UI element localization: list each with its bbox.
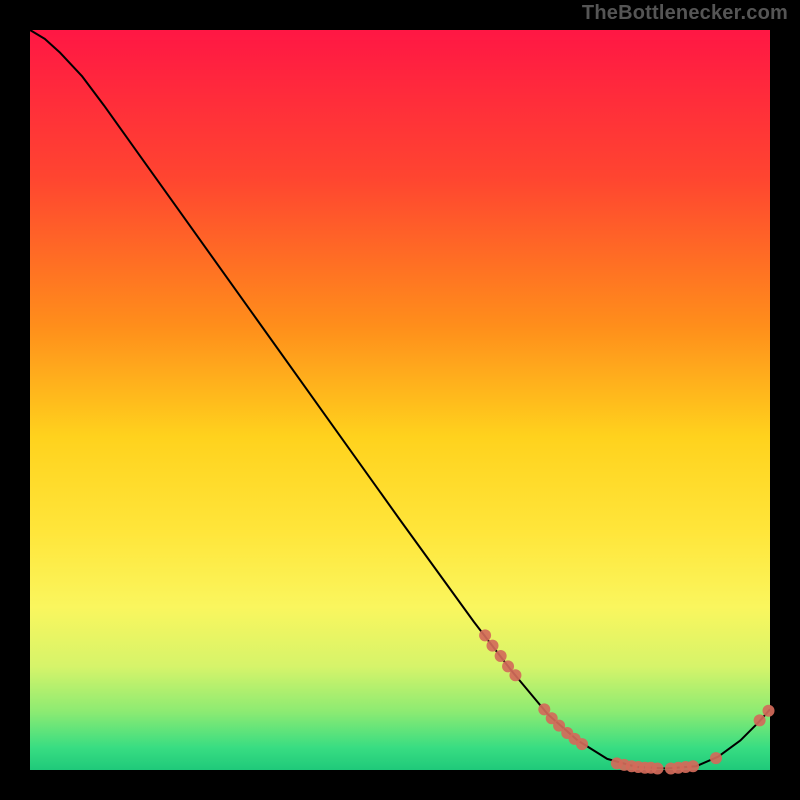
data-marker xyxy=(495,650,507,662)
data-marker xyxy=(576,738,588,750)
data-marker xyxy=(710,752,722,764)
data-marker xyxy=(763,705,775,717)
data-marker xyxy=(754,714,766,726)
chart-svg xyxy=(0,0,800,800)
data-marker xyxy=(479,629,491,641)
gradient-background xyxy=(30,30,770,770)
watermark-text: TheBottlenecker.com xyxy=(582,2,788,25)
data-marker xyxy=(652,763,664,775)
chart-container: TheBottlenecker.com xyxy=(0,0,800,800)
data-marker xyxy=(687,760,699,772)
data-marker xyxy=(487,640,499,652)
data-marker xyxy=(509,669,521,681)
